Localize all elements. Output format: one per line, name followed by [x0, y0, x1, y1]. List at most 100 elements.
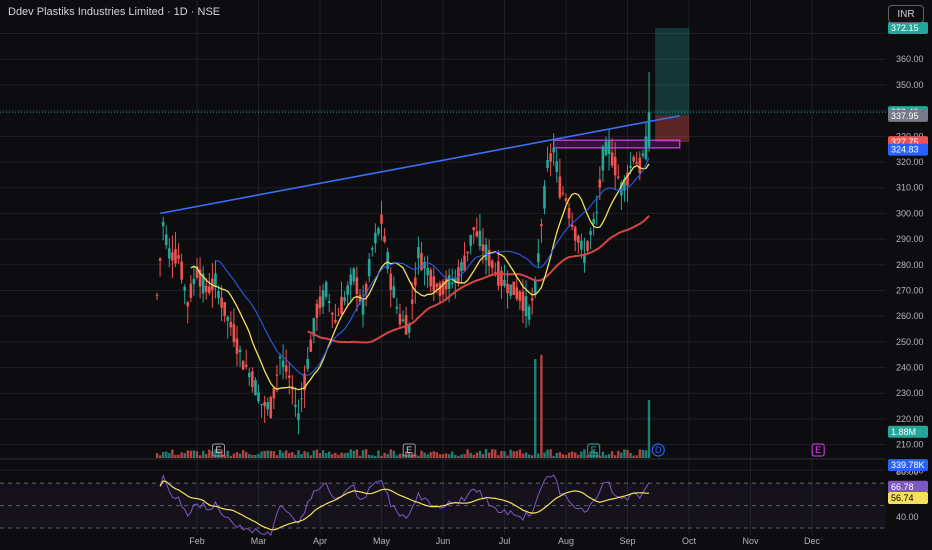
candle-body — [223, 302, 226, 317]
candle-body — [284, 365, 288, 372]
volume-bar — [269, 450, 272, 458]
volume-bar — [165, 451, 168, 458]
volume-bar — [614, 455, 617, 458]
volume-bar — [377, 450, 380, 458]
volume-bar — [220, 449, 223, 458]
candle-body — [410, 299, 414, 304]
volume-bar — [198, 455, 202, 458]
candle-body — [297, 413, 300, 421]
volume-bar — [564, 454, 568, 458]
volume-bar — [248, 453, 251, 458]
volume-bar — [444, 453, 448, 458]
volume-bar — [398, 453, 402, 458]
candle-body — [164, 234, 168, 245]
candle-body — [201, 273, 205, 294]
volume-bar — [472, 454, 475, 458]
volume-bar — [644, 450, 648, 458]
candle-body — [417, 246, 420, 259]
price-tick-label: 350.00 — [896, 80, 924, 90]
volume-bar — [426, 454, 429, 458]
volume-bar — [168, 452, 171, 458]
volume-bar — [281, 452, 285, 458]
candle-body — [420, 252, 423, 271]
time-tick-label: Aug — [558, 536, 574, 546]
volume-bar — [275, 455, 279, 458]
volume-bar — [226, 450, 229, 458]
candle-body — [469, 235, 472, 246]
candle-body — [389, 273, 393, 290]
candle-body — [610, 152, 614, 166]
candle-body — [460, 262, 463, 272]
volume-bar — [466, 449, 469, 458]
candle-body — [220, 297, 223, 308]
candle-body — [454, 277, 457, 283]
candle-body — [161, 221, 165, 227]
volume-bar — [337, 454, 340, 458]
time-tick-label: Nov — [742, 536, 759, 546]
candle-body — [595, 211, 599, 213]
volume-bar — [429, 452, 432, 458]
volume-bar — [291, 452, 294, 458]
candles — [155, 72, 651, 435]
volume-bar — [331, 454, 334, 458]
candle-body — [383, 236, 386, 242]
rsi-badge-label: 56.74 — [891, 493, 914, 503]
volume-bar — [208, 449, 211, 458]
candle-body — [472, 227, 476, 231]
candle-body — [318, 296, 322, 309]
candle-body — [180, 261, 183, 280]
volume-bar — [527, 454, 531, 458]
volume-bar — [620, 452, 623, 458]
volume-bar — [392, 450, 395, 458]
price-tick-label: 300.00 — [896, 208, 924, 218]
candle-body — [537, 253, 540, 263]
candle-body — [524, 296, 528, 316]
marker-label: E — [406, 445, 412, 455]
volume-bar — [272, 451, 276, 458]
candle-body — [392, 286, 396, 298]
candle-body — [281, 360, 285, 368]
volume-bar — [223, 454, 226, 458]
candle-body — [278, 356, 282, 359]
volume-bar — [638, 449, 641, 458]
candle-body — [355, 277, 359, 295]
time-tick-label: Oct — [682, 536, 697, 546]
candle-body — [340, 296, 343, 314]
volume-bar — [530, 455, 534, 458]
volume-bar — [543, 452, 546, 458]
candle-body — [294, 404, 297, 407]
volume-bar — [509, 449, 512, 458]
currency-button[interactable]: INR — [888, 5, 924, 23]
volume-bar — [186, 450, 189, 458]
price-tick-label: 290.00 — [896, 234, 924, 244]
volume-bar — [352, 450, 356, 458]
trendline — [159, 114, 680, 215]
volume-bar — [475, 452, 479, 458]
candle-body — [158, 258, 162, 261]
volume-bar — [561, 454, 565, 458]
price-badge-label: 372.15 — [891, 23, 919, 33]
candle-body — [260, 403, 263, 405]
price-badge-label: 1.88M — [891, 427, 916, 437]
candle-body — [457, 267, 460, 283]
volume-bar — [552, 455, 555, 458]
candle-body — [189, 283, 193, 298]
volume-bar — [420, 450, 423, 458]
volume-bar — [303, 451, 306, 458]
candle-body — [192, 278, 196, 284]
candle-body — [186, 302, 190, 307]
candle-body — [441, 280, 445, 295]
volume-bar — [577, 454, 580, 458]
candle-body — [503, 279, 506, 287]
volume-bar — [195, 451, 199, 458]
volume-bar — [278, 450, 282, 458]
volume-bar — [506, 455, 509, 458]
volume-bar — [494, 449, 497, 458]
volume-bar — [451, 451, 454, 458]
volume-bar — [361, 450, 365, 458]
volume-bar — [641, 449, 645, 458]
candle-body — [647, 112, 651, 147]
candle-body — [370, 248, 374, 250]
